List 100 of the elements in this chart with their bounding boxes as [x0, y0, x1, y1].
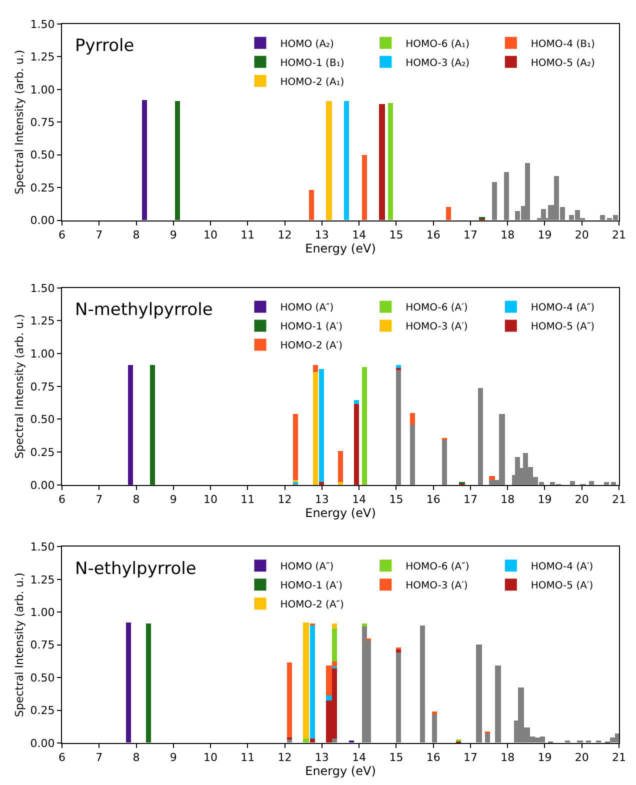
legend-label: HOMO-5 (A″)	[530, 322, 595, 333]
legend-label: HOMO (A″)	[280, 561, 334, 572]
x-tick-label: 7	[96, 228, 103, 242]
y-tick-label: 1.50	[30, 540, 55, 554]
x-tick-label: 13	[314, 228, 329, 242]
x-tick-label: 17	[463, 751, 478, 764]
legend-label: HOMO-1 (A′)	[280, 322, 343, 333]
bar	[396, 368, 401, 485]
legend-label: HOMO-6 (A″)	[406, 561, 470, 572]
y-tick-label: 1.00	[30, 606, 55, 619]
bar	[287, 662, 292, 738]
y-tick-label: 0.50	[30, 671, 55, 684]
x-tick-label: 21	[612, 493, 626, 506]
x-tick-label: 21	[612, 228, 626, 242]
bar	[128, 364, 133, 485]
legend-label: HOMO-4 (B₁)	[530, 38, 595, 50]
bar	[396, 364, 401, 368]
bar	[504, 172, 509, 220]
bar	[310, 626, 315, 739]
y-tick-label: 1.25	[30, 314, 55, 328]
legend-label: HOMO-1 (B₁)	[280, 58, 344, 69]
legend-label: HOMO-4 (A′)	[530, 561, 594, 572]
x-tick-label: 19	[538, 493, 552, 506]
y-tick-label: 0.00	[30, 478, 55, 492]
bar	[326, 696, 332, 701]
y-tick-label: 1.25	[30, 50, 55, 64]
y-tick-label: 0.00	[30, 214, 55, 228]
x-tick-label: 11	[240, 493, 255, 506]
legend-label: HOMO-3 (A′)	[406, 322, 468, 333]
x-tick-label: 12	[278, 228, 292, 242]
x-tick-label: 9	[170, 228, 177, 242]
legend-label: HOMO (A″)	[280, 302, 334, 314]
x-tick-label: 11	[240, 228, 255, 242]
x-axis-title: Energy (eV)	[305, 764, 376, 778]
x-tick-label: 7	[96, 751, 103, 764]
y-tick-label: 1.50	[30, 282, 55, 295]
bar	[379, 104, 385, 220]
bar	[332, 628, 337, 662]
bar	[303, 622, 309, 739]
x-tick-label: 6	[58, 751, 66, 764]
x-tick-label: 9	[170, 751, 177, 764]
y-tick-label: 1.50	[30, 18, 55, 31]
x-tick-label: 14	[352, 493, 366, 506]
bar	[326, 100, 332, 220]
bar	[344, 100, 349, 220]
text: Pyrrole	[75, 36, 134, 56]
bar	[303, 738, 309, 743]
x-axis-title: Energy (eV)	[305, 241, 376, 256]
x-tick-label: 20	[574, 751, 589, 764]
x-tick-label: 10	[204, 228, 218, 242]
bar	[142, 100, 147, 220]
bar	[362, 366, 367, 485]
legend-label: HOMO-5 (A′)	[530, 580, 594, 592]
x-tick-label: 8	[132, 228, 140, 242]
bar	[332, 738, 337, 743]
bar	[354, 404, 359, 485]
x-tick-label: 20	[574, 493, 589, 506]
x-tick-label: 17	[463, 493, 478, 506]
legend-label: HOMO-6 (A′)	[406, 302, 468, 314]
x-tick-label: 10	[204, 751, 218, 764]
y-tick-label: 0.50	[30, 413, 55, 426]
legend-label: HOMO-3 (A₂)	[406, 58, 470, 69]
x-tick-label: 15	[389, 228, 404, 242]
x-tick-label: 18	[500, 228, 515, 242]
x-tick-label: 12	[278, 493, 292, 506]
x-tick-label: 14	[352, 228, 366, 242]
x-tick-label: 16	[426, 228, 440, 242]
x-tick-label: 12	[278, 751, 292, 764]
y-tick-label: 1.25	[30, 573, 55, 586]
x-tick-label: 16	[426, 493, 440, 506]
x-tick-label: 6	[58, 228, 66, 242]
x-tick-label: 13	[314, 751, 329, 764]
bar	[499, 414, 505, 485]
x-tick-label: 18	[500, 493, 515, 506]
x-tick-label: 8	[132, 751, 140, 764]
bar	[313, 372, 318, 485]
bar	[600, 214, 605, 220]
bar	[442, 438, 447, 485]
x-tick-label: 6	[58, 493, 66, 506]
y-axis-title: Spectral Intensity (arb. u.)	[12, 572, 26, 718]
bar	[309, 190, 314, 220]
legend-label: HOMO-4 (A″)	[530, 302, 595, 314]
y-tick-label: 1.00	[30, 83, 55, 96]
bar	[362, 624, 367, 627]
y-tick-label: 1.00	[30, 347, 55, 360]
bar	[478, 388, 483, 485]
x-tick-label: 14	[352, 751, 366, 764]
bar	[432, 714, 437, 743]
bar	[396, 652, 401, 743]
y-tick-label: 0.50	[30, 148, 55, 162]
bar	[362, 154, 367, 220]
y-tick-label: 0.75	[30, 116, 55, 129]
bar	[388, 102, 393, 220]
legend-label: HOMO-2 (A₁)	[280, 76, 344, 88]
legend-label: HOMO-2 (A″)	[280, 599, 344, 610]
bar	[293, 414, 298, 480]
x-tick-label: 15	[389, 493, 404, 506]
y-axis-title: Spectral Intensity (arb. u.)	[12, 314, 26, 459]
y-tick-label: 0.75	[30, 380, 55, 394]
x-tick-label: 19	[538, 751, 552, 764]
